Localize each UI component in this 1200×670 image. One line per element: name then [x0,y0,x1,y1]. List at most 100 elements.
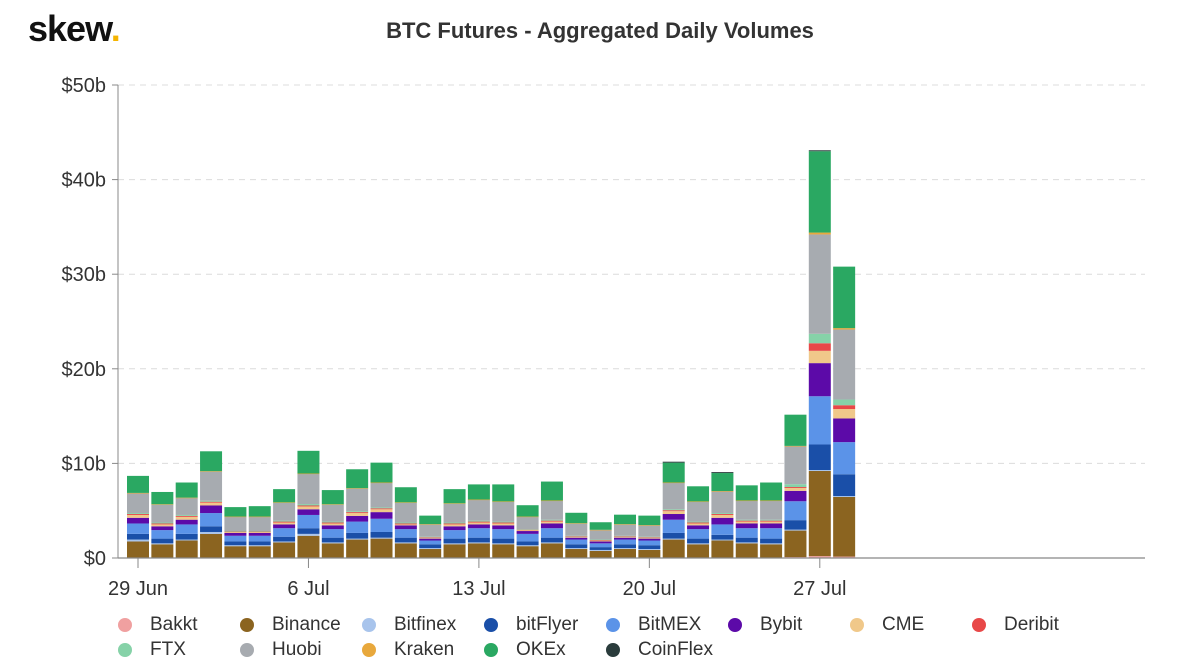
bar-segment: 4 Jul - OKEx: 1.1 [248,506,271,517]
bar-segment: 19 Jul - Huobi: 1.2 [614,524,636,536]
bar-stack: 25 Jul - Bakkt: 0.0525 Jul - Binance: 1.… [760,482,783,559]
bar-segment: 21 Jul - BitMEX: 1.4 [662,519,685,533]
bar-segment: 15 Jul - FTX: 0.05 [516,529,539,530]
bar-segment: 3 Jul - Bybit: 0.3 [224,532,247,536]
bar-segment: 12 Jul - Bybit: 0.4 [443,526,466,531]
bar-segment: 15 Jul - Bitfinex: 0.1 [516,545,539,547]
bar-segment: 13 Jul - Binance: 1.5 [467,543,490,558]
bar-segment: 18 Jul - Binance: 0.7 [589,550,612,558]
bar-segment: 5 Jul - bitFlyer: 0.5 [273,536,296,542]
bar-segment: 22 Jul - FTX: 0.1 [687,521,710,523]
bar-segment: 21 Jul - FTX: 0.1 [662,509,685,511]
bar-segment: 12 Jul - OKEx: 1.5 [443,489,466,504]
bar-segment: 9 Jul - Kraken: 0.03 [370,482,393,484]
bar-segment: 25 Jul - CME: 0.2 [760,521,783,524]
bar-segment: 10 Jul - BitMEX: 0.9 [394,529,417,538]
bar-segment: 13 Jul - Deribit: 0.1 [467,521,490,523]
bar-segment: 18 Jul - BitMEX: 0.4 [589,543,612,548]
bar-segment: 9 Jul - Bitfinex: 0.1 [370,537,393,539]
bar-segment: 17 Jul - CME: 0.1 [565,536,588,538]
bar-segment: 23 Jul - Bybit: 0.7 [711,517,734,525]
bar-segment: 8 Jul - Huobi: 2.4 [346,488,369,512]
legend-label: Bitfinex [394,613,457,635]
legend-marker [728,617,742,632]
bar-segment: 7 Jul - bitFlyer: 0.5 [321,537,344,543]
bar-segment: 20 Jul - Huobi: 1.2 [638,525,661,537]
bar-segment: 28 Jul - Huobi: 7.4 [833,329,856,400]
legend-item[interactable]: OKEx [484,638,606,661]
bar-segment: 16 Jul - Kraken: 0.03 [540,500,563,502]
bar-segment: 3 Jul - BitMEX: 0.6 [224,535,247,542]
bar-segment: 24 Jul - OKEx: 1.6 [735,485,758,501]
bar-segment: 18 Jul - bitFlyer: 0.3 [589,547,612,550]
legend-label: Deribit [1004,613,1059,635]
bar-segment: 11 Jul - Binance: 0.9 [419,549,442,558]
bar-segment: 15 Jul - Kraken: 0.03 [516,516,539,518]
bar-stack: 4 Jul - Bakkt: 0.054 Jul - Binance: 1.24… [248,506,271,559]
bar-segment: 2 Jul - FTX: 0.1 [200,500,223,502]
bar-segment: 21 Jul - Bybit: 0.6 [662,514,685,520]
bar-segment: 23 Jul - bitFlyer: 0.5 [711,534,734,540]
bar-segment: 19 Jul - FTX: 0.05 [614,535,636,537]
bar-segment: 30 Jun - Kraken: 0.03 [151,504,174,505]
bar-segment: 7 Jul - OKEx: 1.5 [321,490,344,505]
bar-segment: 11 Jul - Kraken: 0.03 [419,524,442,525]
legend-item[interactable]: Huobi [240,638,362,661]
legend-item[interactable]: CME [850,613,972,636]
bar-segment: 20 Jul - Binance: 0.8 [638,549,661,558]
legend-item[interactable]: BitMEX [606,613,728,636]
skew-logo: skew. [28,8,121,50]
bar-segment: 10 Jul - Deribit: 0.1 [394,523,417,525]
legend-item[interactable]: FTX [118,638,240,661]
bar-stack: 1 Jul - Bakkt: 0.051 Jul - Binance: 1.81… [175,482,198,559]
bar-stack: 30 Jun - Bakkt: 0.0530 Jun - Binance: 1.… [151,491,174,559]
x-tick-label: 13 Jul [452,578,505,600]
bar-segment: 4 Jul - BitMEX: 0.6 [248,535,271,542]
bar-segment: 7 Jul - Huobi: 1.8 [321,504,344,522]
bar-segment: 16 Jul - Binance: 1.5 [540,543,563,558]
legend-item[interactable]: CoinFlex [606,638,728,661]
bar-segment: 7 Jul - Kraken: 0.03 [321,504,344,505]
bar-segment: 19 Jul - Kraken: 0.03 [614,524,636,525]
bar-segment: 10 Jul - OKEx: 1.6 [394,487,417,503]
bar-segment: 26 Jul - OKEx: 3.3 [784,414,807,446]
bar-segment: 29 Jun - Binance: 1.7 [127,541,149,558]
bar-segment: 30 Jun - bitFlyer: 0.5 [151,538,174,544]
bar-segment: 28 Jul - Binance: 6.3 [833,496,856,557]
bar-segment: 27 Jul - bitFlyer: 2.7 [808,444,831,471]
bar-segment: 17 Jul - Kraken: 0.03 [565,523,588,524]
bar-segment: 23 Jul - OKEx: 1.9 [711,473,734,492]
bar-segment: 18 Jul - Deribit: 0.05 [589,540,612,541]
y-tick-label: $20b [62,359,107,381]
bar-segment: 12 Jul - BitMEX: 0.9 [443,530,466,539]
bar-segment: 21 Jul - Bitfinex: 0.1 [662,538,685,540]
bar-segment: 2 Jul - Huobi: 3.1 [200,471,223,501]
legend-item[interactable]: Kraken [362,638,484,661]
legend-item[interactable]: Bakkt [118,613,240,636]
bar-segment: 14 Jul - BitMEX: 1 [492,529,515,539]
legend-item[interactable]: Bitfinex [362,613,484,636]
bar-segment: 24 Jul - Bybit: 0.5 [735,523,758,529]
bar-segment: 11 Jul - Bybit: 0.2 [419,538,442,541]
bar-segment: 23 Jul - CoinFlex: 0.1 [711,472,734,474]
legend-item[interactable]: Deribit [972,613,1094,636]
bar-segment: 20 Jul - Kraken: 0.03 [638,525,661,526]
legend-label: Huobi [272,638,322,660]
bar-segment: 10 Jul - Kraken: 0.03 [394,502,417,503]
bar-segment: 13 Jul - Huobi: 2.2 [467,499,490,521]
bar-segment: 25 Jul - bitFlyer: 0.5 [760,538,783,544]
bar-segment: 28 Jul - Kraken: 0.15 [833,328,856,330]
bar-segment: 19 Jul - OKEx: 1 [614,514,636,525]
bar-segment: 17 Jul - Huobi: 1.3 [565,523,588,536]
bar-segment: 16 Jul - CME: 0.2 [540,521,563,524]
bar-segment: 3 Jul - Huobi: 1.5 [224,516,247,532]
legend-marker [484,617,498,632]
legend-item[interactable]: bitFlyer [484,613,606,636]
bar-segment: 22 Jul - Deribit: 0.1 [687,522,710,524]
bar-segment: 4 Jul - bitFlyer: 0.4 [248,541,271,546]
legend-item[interactable]: Binance [240,613,362,636]
x-axis: 29 Jun 6 Jul 13 Jul 20 Jul 27 Jul [108,557,1145,600]
legend-marker [362,617,376,632]
bar-segment: 17 Jul - BitMEX: 0.5 [565,539,588,545]
legend-item[interactable]: Bybit [728,613,850,636]
